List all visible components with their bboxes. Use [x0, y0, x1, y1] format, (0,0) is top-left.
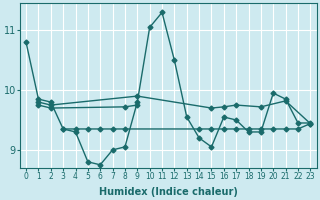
- X-axis label: Humidex (Indice chaleur): Humidex (Indice chaleur): [99, 187, 238, 197]
